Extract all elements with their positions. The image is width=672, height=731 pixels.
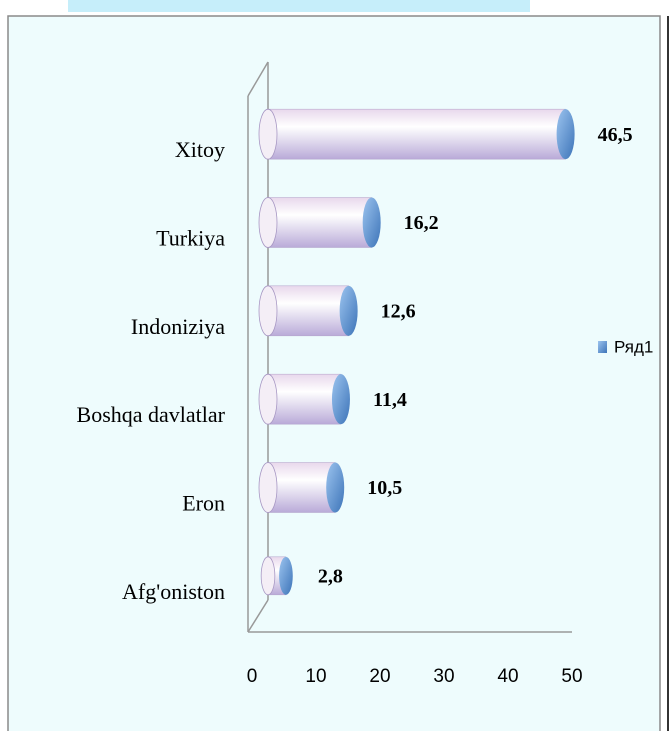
legend-label: Ряд1 [614,337,653,356]
x-tick-label: 0 [247,666,258,687]
bar-cap [556,109,575,160]
y-tick-label: Eron [182,491,225,516]
bar-start [258,285,278,337]
x-tick-label: 30 [433,666,454,687]
top-strip [68,0,530,12]
bar-start [260,556,276,596]
value-label: 2,8 [318,565,343,587]
x-tick-label: 40 [497,666,518,687]
bar-cap [326,462,345,513]
x-tick-label: 10 [305,666,326,687]
bar [267,462,336,513]
y-tick-label: Afg'oniston [122,579,225,604]
bar-start [258,462,278,513]
bar-cap [339,285,358,336]
legend-swatch [598,341,607,353]
y-tick-label: Boshqa davlatlar [77,402,226,427]
bar [267,197,372,248]
bar-cap [362,197,381,248]
value-label: 11,4 [373,389,407,411]
value-label: 10,5 [367,477,402,499]
value-label: 46,5 [598,124,633,146]
bar [267,285,349,337]
bar-start [258,373,278,425]
x-tick-label: 20 [369,666,390,687]
bar-cap [279,556,293,595]
bar [267,373,342,425]
y-tick-label: Indoniziya [131,314,225,339]
y-tick-label: Turkiya [156,226,225,251]
bar-start [258,108,278,160]
y-tick-label: Xitoy [175,137,225,162]
bar [267,108,566,160]
bar-start [258,197,278,248]
value-label: 16,2 [404,212,439,234]
x-tick-label: 50 [561,666,582,687]
bar-cap [331,374,350,425]
value-label: 12,6 [381,300,416,322]
